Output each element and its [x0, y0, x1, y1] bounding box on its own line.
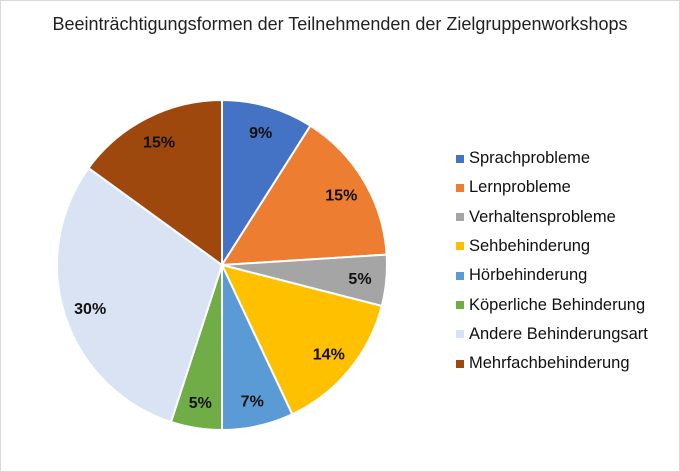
pie-slice-1	[220, 124, 388, 267]
legend-label: Hörbehinderung	[469, 266, 588, 285]
pie-slice-0	[221, 98, 312, 269]
data-label: 15%	[143, 135, 175, 152]
legend-label: Lernprobleme	[469, 178, 571, 197]
pie-slice-7	[87, 98, 223, 267]
pie-slice-6	[56, 166, 224, 424]
data-label: 15%	[325, 187, 357, 204]
legend-item: Andere Behinderungsart	[456, 325, 648, 344]
legend-swatch	[456, 242, 464, 251]
legend-label: Andere Behinderungsart	[469, 324, 648, 343]
data-label: 5%	[189, 395, 212, 412]
data-label: 14%	[313, 346, 345, 363]
legend-swatch	[456, 359, 464, 368]
data-label: 30%	[74, 301, 106, 318]
data-label: 5%	[348, 271, 371, 288]
legend-label: Mehrfachbehinderung	[469, 354, 630, 373]
legend-item: Hörbehinderung	[456, 266, 587, 285]
pie-slice-3	[220, 263, 384, 416]
legend-swatch	[456, 183, 464, 192]
legend-swatch	[456, 301, 464, 309]
legend-item: Köperliche Behinderung	[456, 296, 645, 315]
legend-item: Sprachprobleme	[456, 149, 590, 168]
legend-label: Sprachprobleme	[469, 149, 591, 167]
legend-swatch	[456, 213, 464, 222]
legend-label: Verhaltensprobleme	[469, 207, 616, 226]
chart-title: Beeinträchtigungsformen der Teilnehmende…	[52, 14, 628, 34]
data-label: 7%	[241, 393, 264, 410]
legend-item: Verhaltensprobleme	[456, 208, 616, 227]
legend-item: Sehbehinderung	[456, 237, 590, 256]
data-label: 9%	[249, 125, 272, 142]
legend-swatch	[456, 154, 464, 163]
legend-item: Mehrfachbehinderung	[456, 354, 630, 373]
legend-swatch	[456, 330, 464, 339]
legend-label: Sehbehinderung	[469, 236, 591, 255]
legend-label: Köperliche Behinderung	[469, 295, 646, 314]
legend-item: Lernprobleme	[456, 178, 571, 197]
legend-swatch	[456, 271, 464, 280]
